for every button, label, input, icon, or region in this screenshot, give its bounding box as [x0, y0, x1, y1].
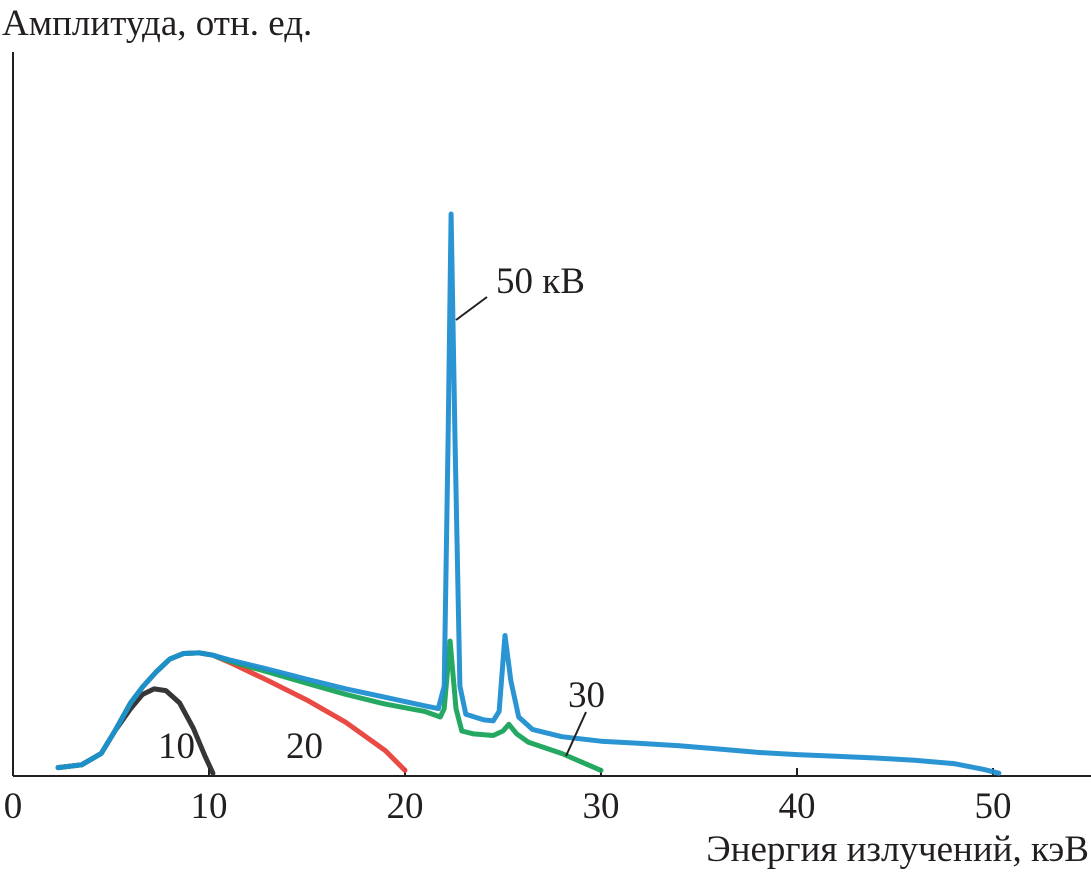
x-tick-group: 0 10 20 30 40 50	[4, 768, 1012, 827]
series-group	[55, 211, 1002, 776]
series-line-1	[55, 650, 408, 773]
series-label-0: 10	[158, 726, 195, 767]
x-tick-label-30: 30	[583, 786, 620, 827]
x-tick-label-0: 0	[4, 786, 23, 827]
x-tick-label-50: 50	[975, 786, 1012, 827]
series-leader-2	[565, 711, 587, 757]
x-tick-label-40: 40	[779, 786, 816, 827]
series-label-3: 50 кВ	[496, 261, 585, 302]
series-line-3	[55, 211, 1002, 776]
series-line-2	[55, 638, 604, 773]
series-label-1: 20	[286, 726, 323, 767]
x-axis-label: Энергия излучений, кэВ	[706, 829, 1089, 870]
series-label-2: 30	[568, 675, 605, 716]
series-label-group: 10 20 30 50 кВ	[158, 261, 605, 767]
x-tick-label-10: 10	[191, 786, 228, 827]
x-tick-label-20: 20	[387, 786, 424, 827]
y-axis-label: Амплитуда, отн. ед.	[2, 3, 313, 44]
series-leader-3	[455, 296, 488, 321]
